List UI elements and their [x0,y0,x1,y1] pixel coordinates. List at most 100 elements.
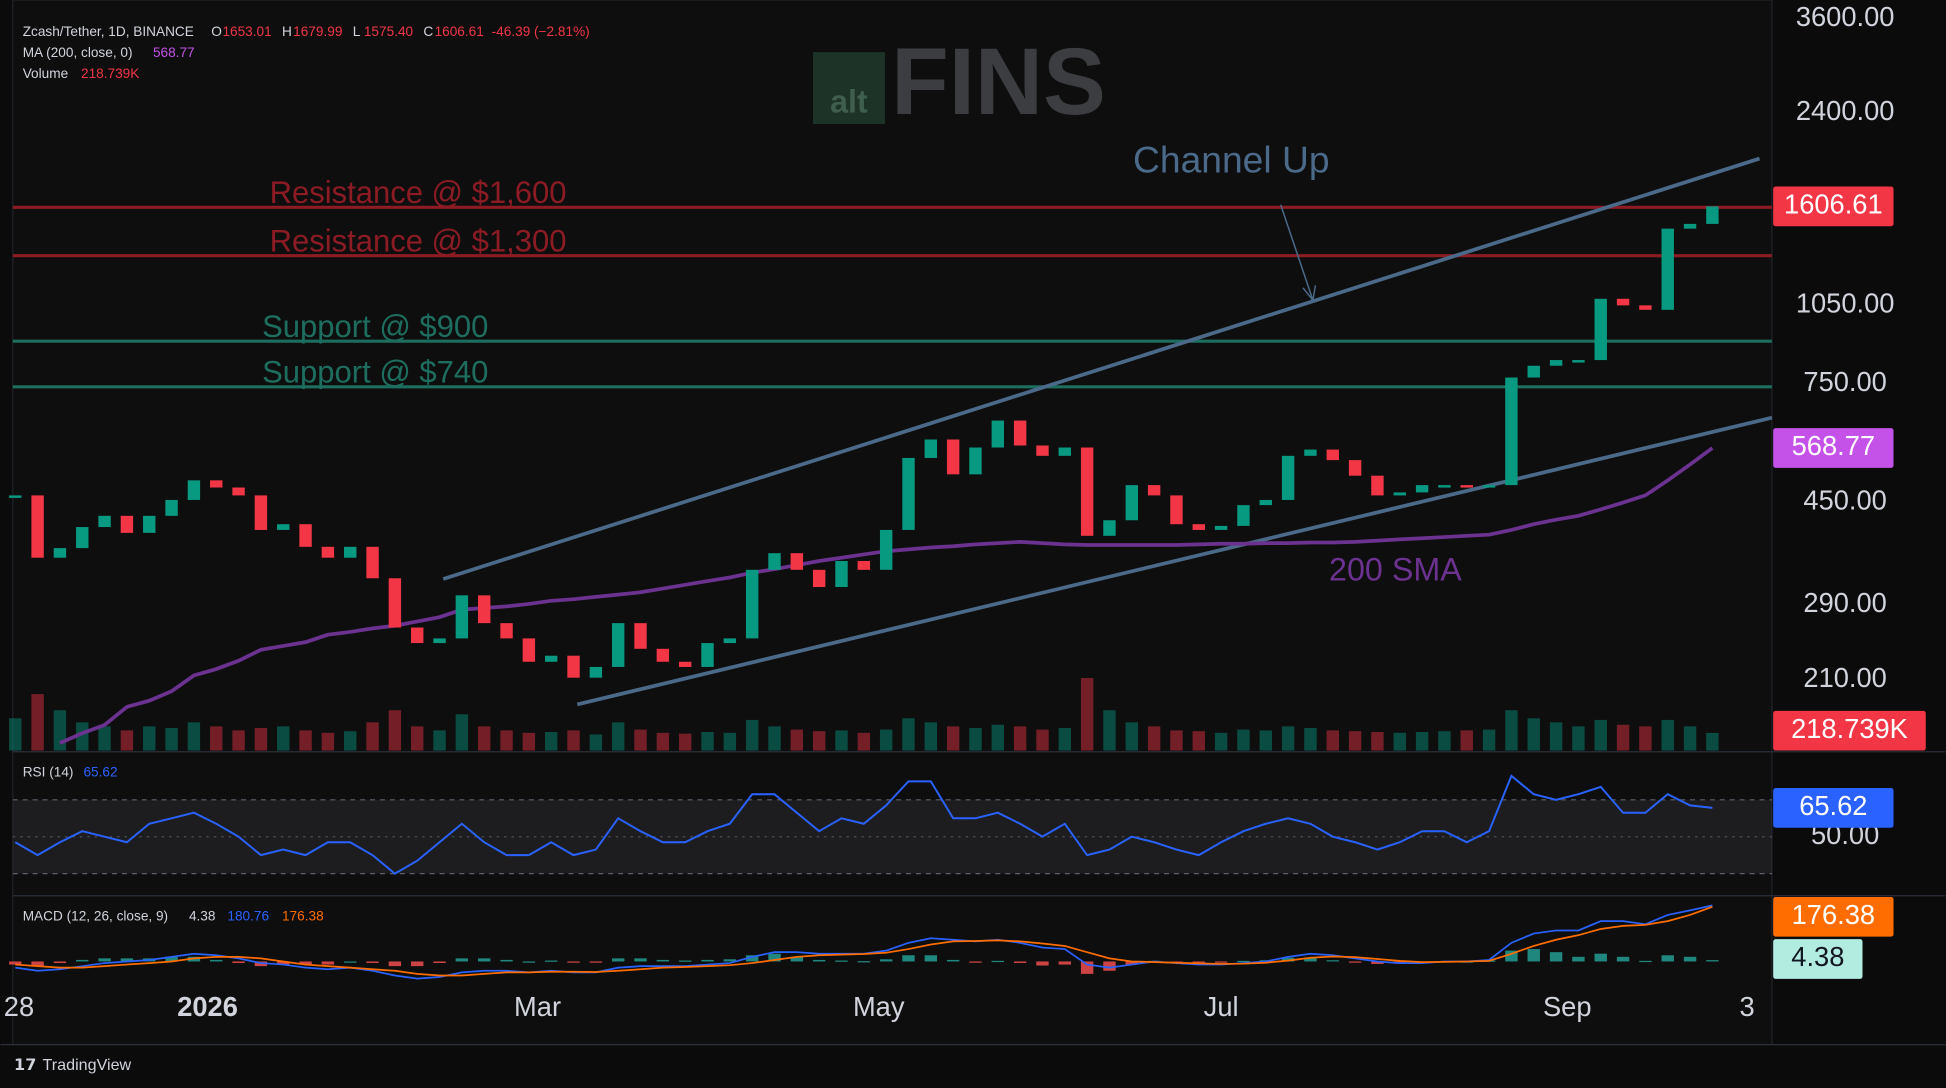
macd-histogram-bar [1549,952,1563,962]
ohlc-key: H [282,24,292,39]
volume-bar [1326,730,1339,751]
ohlc-value: 1679.99 [293,24,342,39]
volume-bar [1348,731,1362,751]
candle [120,515,134,533]
macd-histogram-bar [991,960,1005,963]
macd-histogram-bar [946,959,960,962]
volume-bar [455,714,469,751]
candle [1616,298,1630,306]
candle [1706,206,1719,224]
candle [835,561,848,588]
candle [611,623,625,667]
watermark-fins: FINS [891,29,1106,134]
price-tag-label: 1606.61 [1784,189,1883,220]
macd-histogram-bar [500,959,513,962]
macd-histogram-bar [745,955,759,962]
volume-bar [1371,732,1384,751]
volume-bar [500,730,513,751]
macd-histogram-bar [299,961,312,965]
volume-bar [522,732,536,751]
volume-bar [1393,732,1406,751]
candle [1460,485,1473,488]
candle [812,569,826,588]
candle [366,546,379,579]
volume-bar [254,727,268,751]
macd-histogram-bar [31,961,44,967]
ma-label: MA (200, close, 0) [23,45,133,60]
volume-bar [1259,730,1272,751]
candle [902,457,915,530]
rsi-line [14,774,1713,875]
macd-histogram-bar [1706,960,1719,962]
brand-logo: 𝟭𝟳 [14,1056,36,1074]
macd-histogram-bar [53,961,67,964]
volume-bar [53,710,67,751]
channel-arrowhead [1302,285,1317,301]
candle [857,561,871,570]
candle [53,548,67,558]
candle [9,495,22,498]
volume-label: Volume [23,66,68,81]
ohlc-value: 1653.01 [222,24,271,39]
signal-tag-label: 176.38 [1792,899,1875,930]
volume-bar [1125,722,1138,751]
x-tick-label: 2026 [177,991,238,1022]
volume-bar [1572,726,1585,751]
macd-histogram-bar [567,961,580,963]
channel-upper [442,156,1761,581]
histogram-tag-label: 4.38 [1791,941,1844,972]
macd-histogram-bar [924,955,938,962]
macd-histogram-bar [678,960,692,962]
macd-histogram-bar [656,959,670,962]
volume-bar [544,732,558,751]
rsi-tag-label: 65.62 [1799,790,1867,821]
macd-signal-value: 176.38 [282,908,324,923]
candle [1058,447,1072,456]
volume-bar [745,719,759,751]
volume-bar [277,726,290,751]
volume-bar [321,732,335,751]
candle [1326,449,1339,461]
macd-histogram-bar [857,961,871,963]
candle [1281,455,1295,500]
macd-histogram-bar [210,959,223,962]
volume-bar [768,726,781,751]
candle [299,524,312,547]
macd-histogram-bar [411,961,424,967]
channel-lower [576,415,1773,707]
volume-bar [1304,727,1317,751]
volume-bar [1683,726,1697,751]
ma-value: 568.77 [153,45,195,60]
volume-bar [478,726,491,751]
macd-histogram-bar [1058,961,1072,965]
y-tick-label: 290.00 [1803,587,1886,618]
candle [1549,360,1563,366]
macd-histogram-bar [1639,960,1652,963]
macd-histogram-bar [1192,961,1205,963]
volume-bar [1080,677,1094,751]
volume-bar [1482,729,1496,751]
macd-value: 180.76 [227,908,269,923]
candle [1415,485,1429,493]
macd-histogram-bar [1326,960,1339,962]
macd-histogram-bar [812,959,826,962]
volume-bar [723,732,737,751]
volume-bar [9,718,22,751]
volume-bar [589,734,603,751]
candle [634,623,647,649]
volume-bar [1103,710,1116,751]
volume-bar [902,718,915,751]
candle [98,515,111,528]
candle [321,546,335,558]
candle [723,638,737,644]
candle [701,643,714,667]
volume-bar [165,727,178,751]
volume-bar [835,730,848,751]
ohlc-value: 1606.61 [435,24,484,39]
candle [589,666,603,678]
macd-histogram-bar [277,961,290,965]
volume-bar [1237,729,1250,751]
volume-bar [1281,726,1295,751]
macd-histogram-bar [1616,956,1630,962]
candle [1482,485,1496,488]
